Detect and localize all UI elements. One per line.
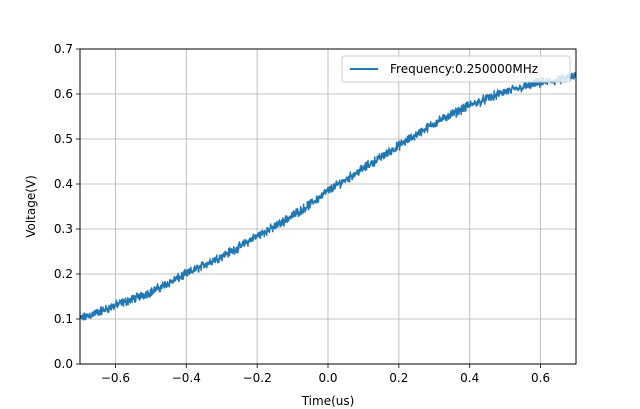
y-axis-label: Voltage(V) [24, 175, 38, 238]
x-axis-label: Time(us) [301, 394, 355, 408]
y-tick-label: 0.4 [54, 177, 73, 191]
legend-entry-label: Frequency:0.250000MHz [390, 62, 538, 76]
x-tick-label: −0.6 [101, 371, 130, 385]
axis-ticks: −0.6 −0.4 −0.2 0.0 0.2 0.4 0.6 0.0 0.1 0.2 0.3 0.4 0… [54, 42, 550, 385]
x-tick-label: 0.0 [318, 371, 337, 385]
x-tick-label: 0.2 [389, 371, 408, 385]
legend: Frequency:0.250000MHz [341, 55, 571, 83]
y-tick-label: 0.5 [54, 132, 73, 146]
y-tick-label: 0.1 [54, 312, 73, 326]
y-tick-label: 0.0 [54, 357, 73, 371]
y-tick-label: 0.3 [54, 222, 73, 236]
y-tick-label: 0.2 [54, 267, 73, 281]
x-tick-label: 0.4 [460, 371, 479, 385]
series-layer [80, 72, 576, 321]
x-tick-label: −0.2 [243, 371, 272, 385]
x-tick-label: 0.6 [531, 371, 550, 385]
y-tick-label: 0.6 [54, 87, 73, 101]
series-line [80, 72, 576, 321]
legend-box [341, 55, 571, 83]
x-tick-label: −0.4 [172, 371, 201, 385]
y-tick-label: 0.7 [54, 42, 73, 56]
